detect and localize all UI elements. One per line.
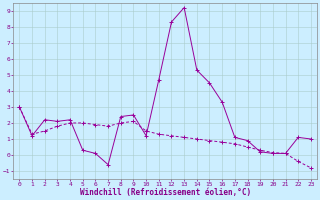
X-axis label: Windchill (Refroidissement éolien,°C): Windchill (Refroidissement éolien,°C) (80, 188, 251, 197)
